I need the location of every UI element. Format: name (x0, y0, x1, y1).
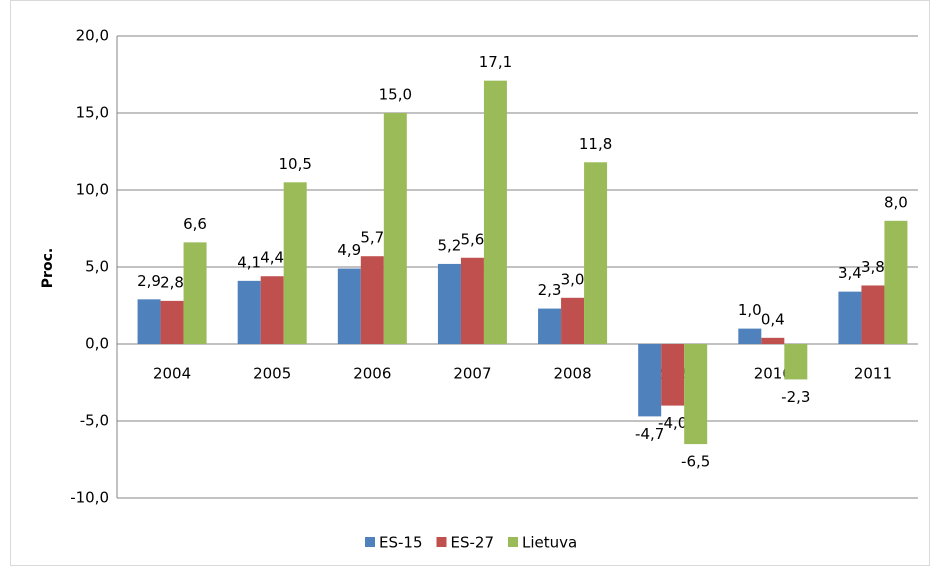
bar (137, 299, 161, 344)
bar (661, 344, 685, 406)
legend-swatch (436, 537, 447, 547)
x-tick-label: 2006 (353, 365, 391, 383)
y-tick-label: 10,0 (76, 181, 109, 199)
data-label: 15,0 (379, 86, 412, 104)
data-label: 4,1 (237, 253, 261, 271)
bar (861, 285, 885, 344)
data-label: 2,8 (160, 273, 184, 291)
data-label: 0,4 (761, 310, 785, 328)
data-label: 3,8 (861, 258, 885, 276)
x-tick-label: 2011 (854, 365, 892, 383)
bar (561, 297, 585, 344)
bar (260, 276, 284, 344)
data-label: 3,4 (838, 264, 862, 282)
y-tick-label: 0,0 (85, 335, 109, 353)
y-tick-label: 5,0 (85, 258, 109, 276)
y-axis-label: Proc. (40, 248, 56, 288)
data-label: -4,7 (635, 425, 664, 443)
data-label: 10,5 (278, 155, 311, 173)
x-tick-label: 2005 (253, 365, 291, 383)
bar (838, 291, 862, 344)
bar (538, 308, 562, 344)
bar (638, 344, 662, 417)
x-tick-label: 2008 (553, 365, 591, 383)
legend-label: ES-15 (379, 534, 423, 552)
bar (183, 242, 207, 344)
legend-label: ES-27 (451, 534, 495, 552)
bar (684, 344, 708, 445)
y-tick-label: -5,0 (80, 412, 109, 430)
x-tick-label: 2004 (153, 365, 191, 383)
data-label: -4,0 (658, 414, 687, 432)
data-label: 5,6 (461, 230, 485, 248)
legend-label: Lietuva (522, 534, 577, 552)
bar (383, 113, 407, 344)
y-tick-label: 15,0 (76, 104, 109, 122)
bar (483, 80, 507, 344)
data-label: 1,0 (738, 301, 762, 319)
data-label: -6,5 (681, 453, 710, 471)
legend-swatch (365, 537, 375, 547)
data-label: 4,9 (337, 241, 361, 259)
bar (738, 328, 762, 344)
data-label: 5,2 (438, 236, 462, 254)
bar (283, 182, 307, 344)
data-label: 17,1 (479, 53, 512, 71)
x-tick-label: 2007 (453, 365, 491, 383)
bar (360, 256, 384, 344)
bar (884, 220, 908, 344)
data-label: 2,9 (137, 272, 161, 290)
y-tick-label: 20,0 (76, 27, 109, 45)
data-label: 8,0 (884, 193, 908, 211)
data-label: 3,0 (561, 270, 585, 288)
y-tick-label: -10,0 (70, 489, 109, 507)
data-label: 2,3 (538, 281, 562, 299)
data-label: -2,3 (781, 388, 810, 406)
bar (761, 337, 785, 344)
data-label: 5,7 (360, 229, 384, 247)
bar (160, 300, 184, 344)
bar (584, 162, 608, 344)
data-label: 4,4 (260, 249, 284, 267)
x-tick-label: 2010 (754, 365, 792, 383)
data-label: 6,6 (183, 215, 207, 233)
bar (784, 344, 808, 380)
legend-swatch (508, 537, 518, 547)
bar (337, 268, 361, 344)
data-label: 11,8 (579, 135, 612, 153)
bar (437, 263, 461, 344)
bar (460, 257, 484, 344)
bar (237, 280, 261, 344)
